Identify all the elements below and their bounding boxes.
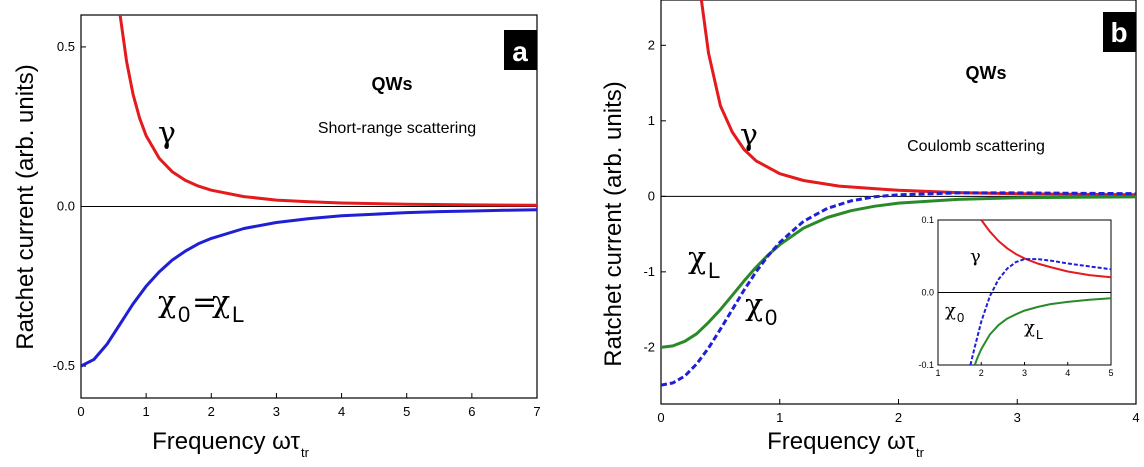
panel-a-heading: QWs (371, 74, 412, 94)
inset-xtick-label: 4 (1065, 368, 1070, 378)
inset-ytick-label: -0.1 (918, 360, 934, 370)
panel-b-xtick-label: 1 (776, 410, 783, 425)
panel-a: 0 1 2 3 4 5 6 7 0.5 0.0 -0.5 Ratchet current (arb.… (12, 14, 541, 460)
panel-b-ytick-label: -2 (643, 339, 655, 354)
panel-a-eq: = (192, 285, 217, 320)
panel-b-chi0-sub: 0 (765, 305, 777, 330)
panel-b-chiL-label: χ (688, 241, 706, 276)
panel-a-xtick-label: 2 (208, 404, 215, 419)
inset-chi0-sub: 0 (957, 310, 964, 325)
panel-a-chi-subL: L (232, 302, 244, 327)
inset-series-χ₀ (969, 258, 1111, 365)
inset-xtick-label: 1 (935, 368, 940, 378)
panel-b-xtick-label: 0 (657, 410, 664, 425)
panel-b-subheading: Coulomb scattering (907, 138, 1045, 155)
panel-a-chi-label: χ (158, 285, 176, 320)
panel-a-ytick-label: 0.0 (57, 199, 75, 214)
panel-a-xtick-label: 7 (533, 404, 540, 419)
panel-b-chiL-sub: L (708, 258, 720, 283)
panel-a-ytick-label: -0.5 (53, 358, 75, 373)
inset-gamma-label: γ (970, 246, 981, 267)
panel-b-ytick-label: 2 (648, 37, 655, 52)
panel-b-xtick-label: 4 (1132, 410, 1139, 425)
panel-b-chi0-label: χ (745, 288, 763, 323)
panel-b-series-χ₀ (661, 191, 1136, 387)
panel-a-badge-label: a (512, 36, 528, 67)
inset-ytick-label: 0.0 (921, 288, 934, 298)
panel-b-badge-label: b (1110, 17, 1127, 48)
panel-b-inset: 1 2 3 4 5 0.1 0.0 -0.1 γ χ 0 χ L (918, 215, 1113, 378)
panel-a-xtick-label: 1 (143, 404, 150, 419)
panel-a-xtick-label: 5 (403, 404, 410, 419)
inset-series-χL (973, 297, 1111, 365)
panel-a-chi-sub0: 0 (178, 302, 190, 327)
panel-a-chiL-label: χ (212, 285, 230, 320)
panel-a-xtick-label: 0 (77, 404, 84, 419)
panel-b-xlabel: Frequency ωτ (767, 428, 915, 455)
panel-b-heading: QWs (965, 63, 1006, 83)
panel-a-xtick-label: 3 (273, 404, 280, 419)
panel-b-ytick-label: -1 (643, 264, 655, 279)
panel-a-series-χ₀=χL (81, 208, 537, 368)
inset-chiL-label: χ (1024, 317, 1035, 338)
panel-a-xtick-label: 6 (468, 404, 475, 419)
inset-ytick-label: 0.1 (921, 215, 934, 225)
panel-b-badge (1103, 12, 1136, 52)
panel-a-xtick-label: 4 (338, 404, 345, 419)
inset-chiL-sub: L (1036, 327, 1043, 342)
inset-series-γ (980, 220, 1111, 279)
panel-b-xtick-label: 2 (895, 410, 902, 425)
inset-xtick-label: 3 (1022, 368, 1027, 378)
panel-b-series-γ (699, 0, 1136, 197)
panel-b-ytick-label: 1 (648, 113, 655, 128)
panel-a-series-γ (118, 15, 537, 207)
panel-b: 0 1 2 3 4 2 1 0 -1 -2 Ratchet current (arb. units… (600, 0, 1140, 460)
inset-xtick-label: 5 (1108, 368, 1113, 378)
panel-a-gamma-label: γ (158, 116, 176, 151)
panel-a-xlabel-sub: tr (301, 445, 310, 460)
panel-a-subheading: Short-range scattering (318, 120, 476, 137)
panel-b-ytick-label: 0 (648, 188, 655, 203)
panel-b-xtick-label: 3 (1014, 410, 1021, 425)
panel-b-xlabel-sub: tr (916, 445, 925, 460)
panel-b-gamma-label: γ (740, 118, 758, 153)
inset-xtick-label: 2 (979, 368, 984, 378)
panel-a-ylabel: Ratchet current (arb. units) (12, 64, 39, 349)
panel-a-ytick-label: 0.5 (57, 39, 75, 54)
panel-b-ylabel: Ratchet current (arb. units) (600, 81, 627, 366)
panel-a-badge (504, 30, 537, 70)
inset-chi0-label: χ (945, 300, 956, 321)
panel-a-xlabel: Frequency ωτ (152, 428, 300, 455)
